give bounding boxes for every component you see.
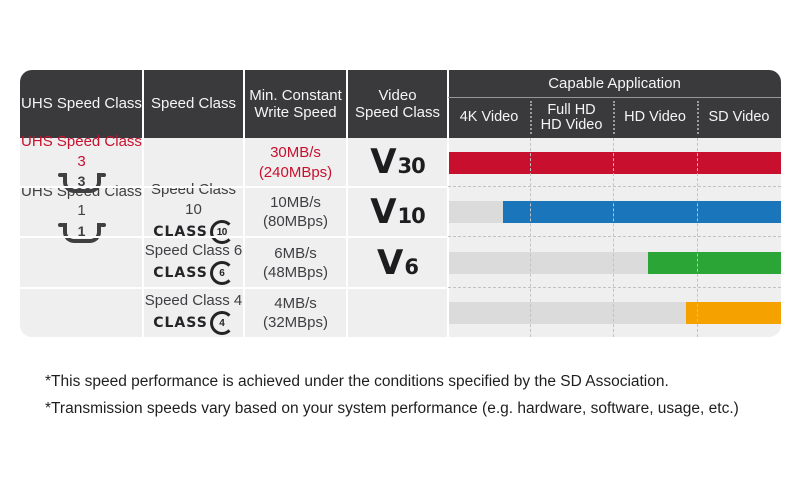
- column-divider: [447, 70, 449, 337]
- v-number: 30: [397, 154, 426, 179]
- capability-cell-row2: [448, 187, 781, 237]
- column-divider: [346, 70, 348, 337]
- class-number: 10: [216, 226, 228, 238]
- speed-class-cell-row3: Speed Class 6 CLASS 6: [143, 237, 244, 289]
- speed-class-cell-row2: Speed Class 10 CLASS 10: [143, 181, 244, 244]
- col-header-uhs-speed-class: UHS Speed Class: [20, 70, 143, 138]
- capable-application-divider: [448, 97, 781, 98]
- capability-cell-row3: [448, 237, 781, 289]
- class-word: CLASS: [153, 265, 208, 282]
- col-header-label: Min. Constant Write Speed: [249, 86, 342, 121]
- col-header-full-hd-video: Full HD HD Video: [540, 101, 603, 133]
- row-divider: [20, 287, 448, 289]
- write-speed-cell-row4: 4MB/s (32MBps): [244, 289, 347, 337]
- video-class-cell-row2: V 10: [347, 187, 448, 237]
- capability-bar-v30: [448, 151, 781, 174]
- row-divider: [20, 186, 448, 188]
- col-header-4k-video: 4K Video: [459, 109, 519, 126]
- capability-dashed-column-divider: [530, 138, 531, 337]
- video-class-cell-row4: [347, 289, 448, 337]
- class-number: 4: [219, 317, 225, 329]
- capability-cell-row4: [448, 289, 781, 337]
- table-header-background: [20, 70, 781, 138]
- col-header-speed-class: Speed Class: [143, 70, 244, 138]
- v6-logo: V 6: [377, 242, 419, 283]
- speed-class-cell-row4: Speed Class 4 CLASS 4: [143, 289, 244, 337]
- video-class-cell-row1: V 30: [347, 138, 448, 187]
- col-header-hd-video: HD Video: [624, 109, 686, 126]
- u1-icon: 1: [57, 222, 106, 243]
- footnote-2: *Transmission speeds vary based on your …: [45, 400, 739, 417]
- write-speed-value: 6MB/s (48MBps): [262, 244, 329, 282]
- subheader-dotted-divider: [613, 101, 615, 134]
- speed-class-label: Speed Class 10: [150, 181, 237, 218]
- speed-class-label: Speed Class 6: [144, 241, 243, 259]
- row-divider: [20, 236, 448, 238]
- footnotes: *This speed performance is achieved unde…: [45, 368, 739, 422]
- write-speed-value: 4MB/s (32MBps): [262, 294, 329, 332]
- class-circle: 6: [209, 261, 234, 286]
- subheader-dotted-divider: [530, 101, 532, 134]
- write-speed-value: 10MB/s (80MBps): [262, 193, 329, 231]
- col-header-label: UHS Speed Class: [21, 95, 142, 113]
- v10-logo: V 10: [370, 191, 426, 232]
- uhs-label: UHS Speed Class 3: [21, 133, 142, 170]
- capability-cell-row1: [448, 138, 781, 187]
- capability-dashed-column-divider: [697, 138, 698, 337]
- capability-track: [448, 151, 781, 174]
- capability-dashed-column-divider: [613, 138, 614, 337]
- capable-application-subheader-row: 4K Video Full HD HD Video HD Video SD Vi…: [448, 98, 781, 138]
- capability-dashed-row-divider: [448, 236, 781, 237]
- capability-bar-v6: [647, 252, 781, 274]
- u1-icon-digit: 1: [77, 222, 86, 239]
- uhs-cell-row1: UHS Speed Class 3 3: [20, 133, 143, 193]
- class-circle: 10: [209, 220, 234, 244]
- v-number: 10: [397, 203, 426, 228]
- capability-bar-class4: [686, 302, 781, 324]
- class-6-icon: CLASS 6: [153, 261, 234, 286]
- write-speed-cell-row3: 6MB/s (48MBps): [244, 237, 347, 289]
- capability-track: [448, 201, 781, 223]
- col-header-capable-application: Capable Application 4K Video Full HD HD …: [448, 70, 781, 138]
- col-header-sd-video: SD Video: [708, 109, 770, 126]
- v-letter: V: [370, 191, 397, 232]
- col-header-video-speed-class: Video Speed Class: [347, 70, 448, 138]
- write-speed-cell-row1: 30MB/s (240MBps): [244, 138, 347, 187]
- class-4-icon: CLASS 4: [153, 311, 234, 336]
- v-letter: V: [370, 142, 397, 183]
- col-header-label: Video Speed Class: [354, 86, 441, 121]
- column-divider: [243, 70, 245, 337]
- col-header-min-constant-write-speed: Min. Constant Write Speed: [244, 70, 347, 138]
- class-word: CLASS: [153, 315, 208, 332]
- u3-icon-digit: 3: [77, 173, 86, 189]
- speed-class-table: UHS Speed Class Speed Class Min. Constan…: [20, 70, 781, 337]
- video-class-cell-row3: V 6: [347, 237, 448, 289]
- v30-logo: V 30: [370, 142, 426, 183]
- capability-track: [448, 302, 781, 324]
- col-header-label: Speed Class: [150, 95, 237, 113]
- class-number: 6: [219, 267, 225, 279]
- v-letter: V: [377, 242, 404, 283]
- speed-class-label: Speed Class 4: [144, 291, 243, 309]
- column-divider: [142, 70, 144, 337]
- capability-dashed-row-divider: [448, 287, 781, 288]
- class-circle: 4: [209, 311, 234, 336]
- u3-icon: 3: [57, 173, 106, 193]
- capability-dashed-row-divider: [448, 186, 781, 187]
- footnote-1: *This speed performance is achieved unde…: [45, 373, 669, 390]
- capability-bar-v10: [502, 201, 781, 223]
- capable-application-title: Capable Application: [548, 75, 681, 93]
- capability-track: [448, 252, 781, 274]
- write-speed-cell-row2: 10MB/s (80MBps): [244, 187, 347, 237]
- subheader-dotted-divider: [697, 101, 699, 134]
- uhs-cell-row2: UHS Speed Class 1 1: [20, 183, 143, 243]
- write-speed-value: 30MB/s (240MBps): [258, 144, 333, 181]
- uhs-cell-row4: [20, 289, 143, 337]
- uhs-cell-row3: [20, 237, 143, 289]
- v-number: 6: [404, 254, 419, 279]
